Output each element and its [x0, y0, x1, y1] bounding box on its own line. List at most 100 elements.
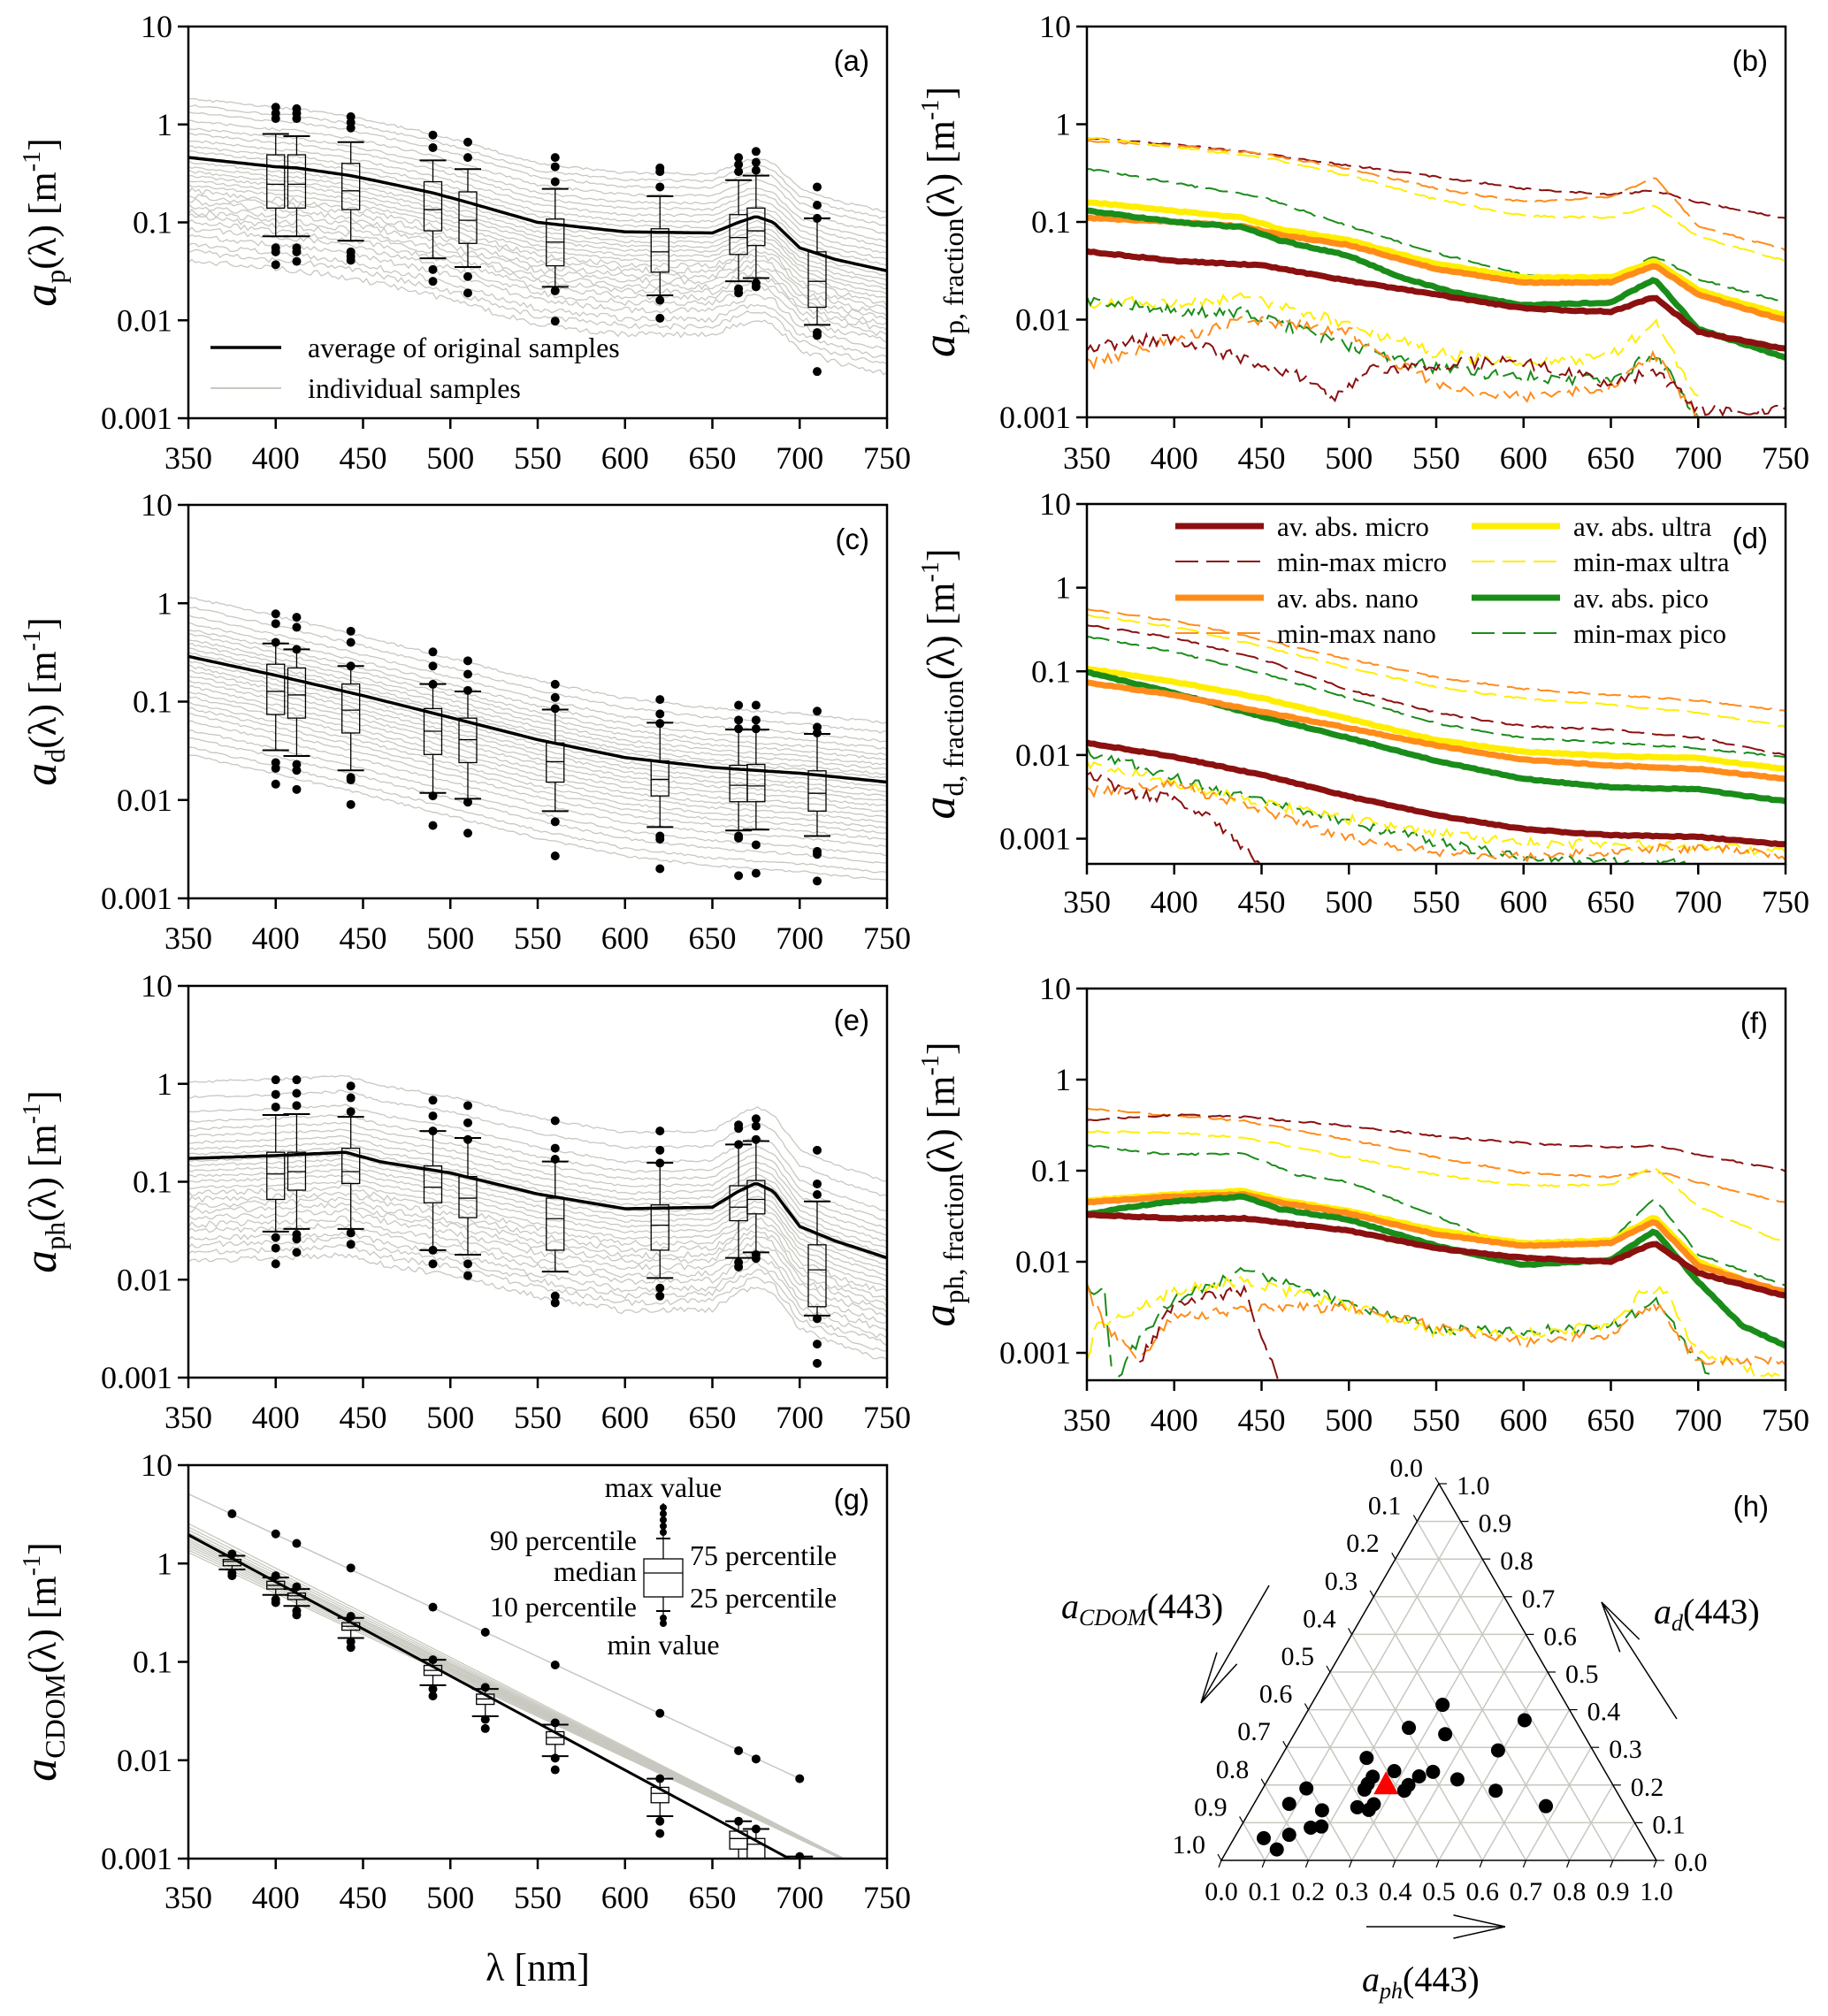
box-iqr [341, 163, 361, 210]
ternary-tick [1304, 1859, 1309, 1868]
outlier-point [550, 692, 560, 702]
ternary-tick [1522, 1859, 1526, 1868]
x-tick-label: 350 [164, 440, 212, 476]
panel-f: 350 400 450 500 550 600 650 700 750 0.001 0.01 0.1 1… [914, 971, 1809, 1438]
individual-sample-line [188, 165, 887, 281]
outlier-point [346, 1228, 356, 1238]
panel-tag: (f) [1740, 1006, 1768, 1039]
individual-sample-line [188, 160, 887, 276]
outlier-point [550, 1143, 560, 1153]
outlier-point [550, 1298, 560, 1308]
ternary-left-tick-label: 0.1 [1368, 1492, 1402, 1521]
outlier-point [655, 709, 665, 719]
panel-tag: (d) [1732, 522, 1768, 554]
individual-sample-line [188, 1180, 887, 1288]
legend-outlier [660, 1523, 667, 1530]
ternary-right-tick-label: 0.6 [1543, 1622, 1577, 1651]
outlier-point [346, 661, 356, 671]
x-tick-label: 750 [863, 440, 911, 476]
average-nano-line [1087, 679, 1786, 783]
y-label-close: ] [920, 549, 963, 562]
ternary-bottom-tick-label: 0.0 [1205, 1877, 1238, 1906]
outlier-point [271, 638, 280, 647]
outlier-point [346, 775, 356, 785]
panel-a: 350 400 450 500 550 600 650 700 750 0.001 0.01 0.1 1… [16, 9, 911, 476]
box-plot [541, 1116, 569, 1308]
outlier-point [463, 288, 472, 298]
minmax-ultra-line [1087, 614, 1786, 729]
y-tick-label: 1 [1055, 570, 1071, 606]
outlier-point [734, 833, 744, 843]
y-tick-label: 1 [157, 1066, 172, 1102]
ternary-grid-line [1264, 1784, 1310, 1861]
ternary-grid-line [1481, 1709, 1571, 1861]
outlier-point [813, 213, 822, 223]
y-tick-label: 0.1 [133, 684, 172, 720]
y-label-symbol: a [914, 1304, 965, 1327]
outlier-point [346, 123, 356, 133]
minmax-nano-line [1087, 316, 1699, 417]
x-tick-label: 650 [1587, 884, 1635, 920]
individual-sample-line [188, 669, 887, 797]
legend-label: av. abs. pico [1573, 583, 1709, 614]
ternary-right-tick-label: 0.8 [1500, 1546, 1534, 1576]
ternary-data-point [1449, 1772, 1465, 1787]
outlier-point [751, 1254, 761, 1264]
outlier-point [655, 695, 665, 705]
y-label-close: ] [21, 1090, 65, 1103]
box-iqr [458, 717, 478, 764]
ternary-data-point [1314, 1803, 1329, 1818]
x-tick-label: 650 [689, 1880, 737, 1915]
y-label-subscript: p, fraction [937, 218, 969, 335]
minmax-ultra-line [1087, 292, 1699, 397]
minmax-nano-line [1087, 1107, 1786, 1203]
axis-label-body: (443) [1683, 1592, 1760, 1631]
outlier-point [428, 1126, 438, 1136]
outlier-point [292, 1075, 302, 1085]
x-tick-label: 650 [1587, 440, 1635, 476]
y-tick-label: 0.001 [101, 401, 172, 436]
x-tick-label: 600 [1500, 884, 1548, 920]
individual-sample-line [188, 1121, 887, 1230]
y-tick-label: 10 [1039, 9, 1071, 44]
ternary-data-point [1488, 1783, 1503, 1798]
outlier-point [550, 1154, 560, 1164]
outlier-point [227, 1509, 237, 1519]
y-label-close: ] [21, 1542, 65, 1555]
outlier-point [550, 704, 560, 714]
y-label-body: (λ) [m [21, 1124, 65, 1222]
box-plot [541, 679, 569, 861]
outlier-point [292, 1101, 302, 1111]
individual-sample-line [188, 675, 887, 802]
ternary-right-tick-label: 0.1 [1652, 1810, 1686, 1839]
y-tick-label: 10 [141, 487, 172, 523]
x-tick-label: 350 [1063, 884, 1111, 920]
ternary-right-tick-label: 1.0 [1457, 1471, 1490, 1501]
ternary-tick [1392, 1859, 1396, 1868]
x-tick-label: 500 [426, 1400, 474, 1435]
ternary-grid-line [1242, 1822, 1266, 1861]
legend-label: av. abs. ultra [1573, 511, 1712, 542]
box-plot [725, 1745, 753, 1859]
y-label-superscript: -1 [19, 630, 46, 651]
ternary-left-tick-label: 1.0 [1173, 1830, 1206, 1859]
y-tick-label: 0.001 [101, 1360, 172, 1395]
outlier-point [292, 1088, 302, 1098]
ternary-data-point [1490, 1743, 1505, 1758]
y-tick-label: 0.01 [1015, 302, 1071, 338]
individual-sample-line [188, 242, 887, 358]
box-plot [725, 700, 753, 881]
ternary-tick [1434, 1477, 1440, 1485]
outlier-point [428, 1684, 438, 1694]
outlier-point [813, 331, 822, 340]
box-iqr [266, 663, 286, 715]
y-tick-label: 0.1 [1031, 653, 1071, 689]
ternary-tick [1326, 1665, 1331, 1673]
individual-sample-line [188, 1128, 887, 1236]
y-tick-label: 0.01 [1015, 737, 1071, 773]
outlier-point [734, 1262, 744, 1271]
individual-sample-line [188, 713, 887, 841]
ternary-tick [1260, 1778, 1266, 1786]
x-tick-label: 700 [776, 440, 823, 476]
y-axis-label: ap(λ) [m-1] [16, 138, 71, 307]
